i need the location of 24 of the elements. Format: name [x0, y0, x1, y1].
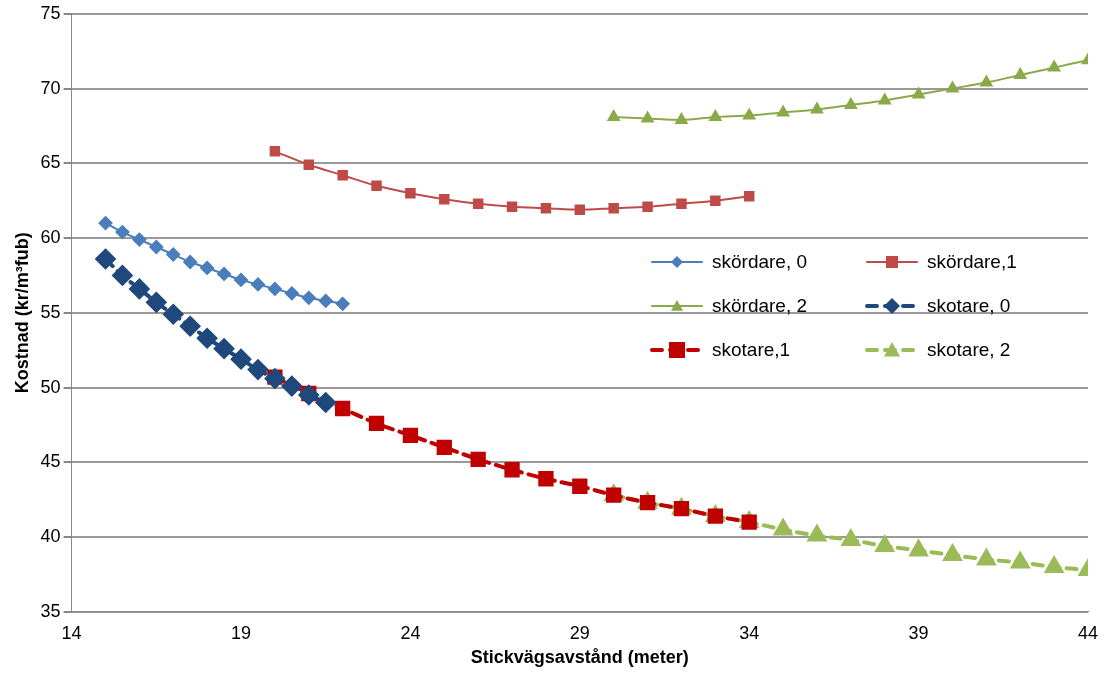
y-tick-label: 65	[40, 152, 61, 173]
x-tick-label: 14	[61, 622, 82, 643]
legend-label: skördare,1	[927, 251, 1017, 273]
y-axis-title: Kostnad (kr/m³fub)	[11, 232, 32, 394]
x-tick-label: 24	[400, 622, 421, 643]
y-tick-label: 60	[40, 227, 61, 248]
y-tick-label: 45	[40, 451, 61, 472]
legend-label: skördare, 0	[712, 251, 808, 273]
x-tick-label: 44	[1077, 622, 1099, 643]
y-tick-label: 75	[40, 2, 61, 23]
x-axis-title: Stickvägsavstånd (meter)	[470, 647, 689, 668]
x-tick-label: 19	[231, 622, 252, 643]
y-tick-label: 70	[40, 77, 61, 98]
y-tick-label: 35	[40, 600, 61, 621]
legend-label: skotare,1	[712, 339, 791, 361]
y-tick-label: 50	[40, 376, 61, 397]
y-tick-label: 40	[40, 526, 61, 547]
legend-label: skördare, 2	[712, 295, 808, 317]
x-tick-label: 29	[569, 622, 590, 643]
x-tick-label: 39	[908, 622, 929, 643]
x-tick-label: 34	[739, 622, 760, 643]
y-tick-label: 55	[40, 301, 61, 322]
legend-label: skotare, 0	[927, 295, 1011, 317]
legend-label: skotare, 2	[927, 339, 1011, 361]
